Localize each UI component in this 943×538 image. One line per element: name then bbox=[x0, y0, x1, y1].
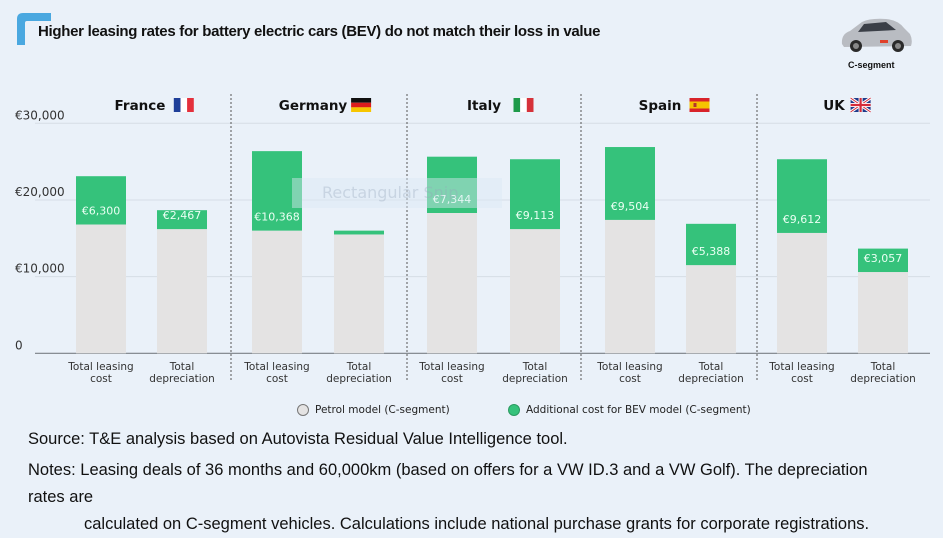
flag-crest bbox=[693, 103, 697, 107]
bar-bev-extra bbox=[777, 159, 827, 233]
category-label: cost bbox=[266, 373, 288, 385]
category-label: cost bbox=[619, 373, 641, 385]
snip-overlay: Rectangular Snip bbox=[292, 178, 502, 208]
flag-stripe bbox=[513, 98, 521, 112]
data-label: €2,467 bbox=[163, 209, 202, 222]
bar-petrol bbox=[605, 219, 655, 354]
notes: Notes: Leasing deals of 36 months and 60… bbox=[28, 457, 908, 538]
data-label: €9,504 bbox=[611, 200, 650, 213]
bar-bev-extra bbox=[510, 159, 560, 230]
category-label: cost bbox=[441, 373, 463, 385]
flag-stripe bbox=[526, 98, 534, 112]
y-tick-label: €30,000 bbox=[15, 108, 65, 122]
data-label: €9,612 bbox=[783, 213, 822, 226]
notes-line-2: calculated on C-segment vehicles. Calcul… bbox=[84, 515, 870, 533]
bar-petrol bbox=[858, 272, 908, 354]
category-label: depreciation bbox=[502, 373, 568, 385]
notes-line-1: Notes: Leasing deals of 36 months and 60… bbox=[28, 461, 868, 506]
country-label-france: France bbox=[115, 98, 166, 114]
flag-stripe bbox=[351, 102, 372, 108]
country-label-spain: Spain bbox=[639, 98, 682, 114]
bar-petrol bbox=[777, 232, 827, 354]
bar-petrol bbox=[686, 265, 736, 354]
category-label: Total leasing bbox=[418, 361, 484, 373]
flag-cross-red bbox=[850, 98, 871, 112]
category-label: depreciation bbox=[326, 373, 392, 385]
car-segment-label: C-segment bbox=[848, 60, 895, 70]
flag-stripe bbox=[520, 98, 527, 112]
bar-petrol bbox=[157, 229, 207, 354]
y-tick-label: 0 bbox=[15, 338, 23, 352]
category-label: Total leasing bbox=[596, 361, 662, 373]
flag-stripe bbox=[180, 98, 188, 112]
flag-stripe bbox=[173, 98, 181, 112]
country-label-uk: UK bbox=[823, 98, 845, 114]
stacked-bar-chart: 0 €10,000 €20,000 €30,000 France €6,300 Total … bbox=[15, 94, 930, 385]
category-label: cost bbox=[791, 373, 813, 385]
category-label: Total bbox=[169, 361, 195, 373]
bar-bev-extra bbox=[252, 151, 302, 231]
data-label: €3,057 bbox=[864, 252, 903, 265]
category-label: Total bbox=[522, 361, 548, 373]
data-label: €5,388 bbox=[692, 245, 731, 258]
data-label: €6,300 bbox=[82, 205, 121, 218]
bar-petrol bbox=[334, 234, 384, 354]
bar-bev-extra bbox=[76, 176, 126, 225]
category-label: Total bbox=[698, 361, 724, 373]
bar-bev-extra bbox=[686, 223, 736, 266]
bar-bev-extra bbox=[858, 248, 908, 273]
data-label: €10,368 bbox=[254, 211, 300, 224]
bev-swatch-icon bbox=[508, 404, 520, 416]
bar-bev-extra bbox=[427, 156, 477, 213]
source-note: Source: T&E analysis based on Autovista … bbox=[28, 430, 568, 448]
legend-item-petrol: Petrol model (C-segment) bbox=[297, 404, 450, 416]
bar-bev-extra bbox=[334, 230, 384, 235]
data-label: €7,344 bbox=[433, 193, 472, 206]
car-image bbox=[841, 18, 912, 52]
category-label: Total leasing bbox=[768, 361, 834, 373]
bar-petrol bbox=[76, 224, 126, 354]
category-label: Total bbox=[870, 361, 896, 373]
category-label: Total bbox=[346, 361, 372, 373]
flag-stripe bbox=[351, 98, 372, 103]
germany-flag-icon bbox=[351, 98, 372, 112]
bar-petrol bbox=[510, 229, 560, 354]
bar-bev-extra bbox=[157, 210, 207, 230]
data-label: €9,113 bbox=[516, 209, 555, 222]
uk-flag-icon bbox=[849, 96, 872, 114]
country-label-germany: Germany bbox=[279, 98, 348, 114]
legend-label-petrol: Petrol model (C-segment) bbox=[315, 404, 450, 416]
flag-stripe bbox=[351, 107, 372, 112]
flag-stripe bbox=[187, 98, 194, 112]
bar-petrol bbox=[427, 213, 477, 354]
bar-petrol bbox=[252, 230, 302, 354]
category-label: Total leasing bbox=[67, 361, 133, 373]
bar-bev-extra bbox=[605, 147, 655, 220]
country-label-italy: Italy bbox=[467, 98, 501, 114]
category-label: Total leasing bbox=[243, 361, 309, 373]
chart-title: Higher leasing rates for battery electri… bbox=[38, 23, 601, 40]
spain-flag-icon bbox=[689, 98, 710, 112]
y-tick-label: €20,000 bbox=[15, 185, 65, 199]
category-label: cost bbox=[90, 373, 112, 385]
title-accent-mark bbox=[17, 13, 51, 45]
category-label: depreciation bbox=[850, 373, 916, 385]
italy-flag-icon bbox=[513, 98, 534, 112]
legend-label-bev: Additional cost for BEV model (C-segment… bbox=[526, 404, 751, 416]
petrol-swatch-icon bbox=[297, 404, 309, 416]
france-flag-icon bbox=[173, 98, 194, 112]
flag-stripe bbox=[689, 101, 710, 109]
y-tick-label: €10,000 bbox=[15, 262, 65, 276]
category-label: depreciation bbox=[149, 373, 215, 385]
legend-item-bev: Additional cost for BEV model (C-segment… bbox=[508, 404, 751, 416]
category-label: depreciation bbox=[678, 373, 744, 385]
